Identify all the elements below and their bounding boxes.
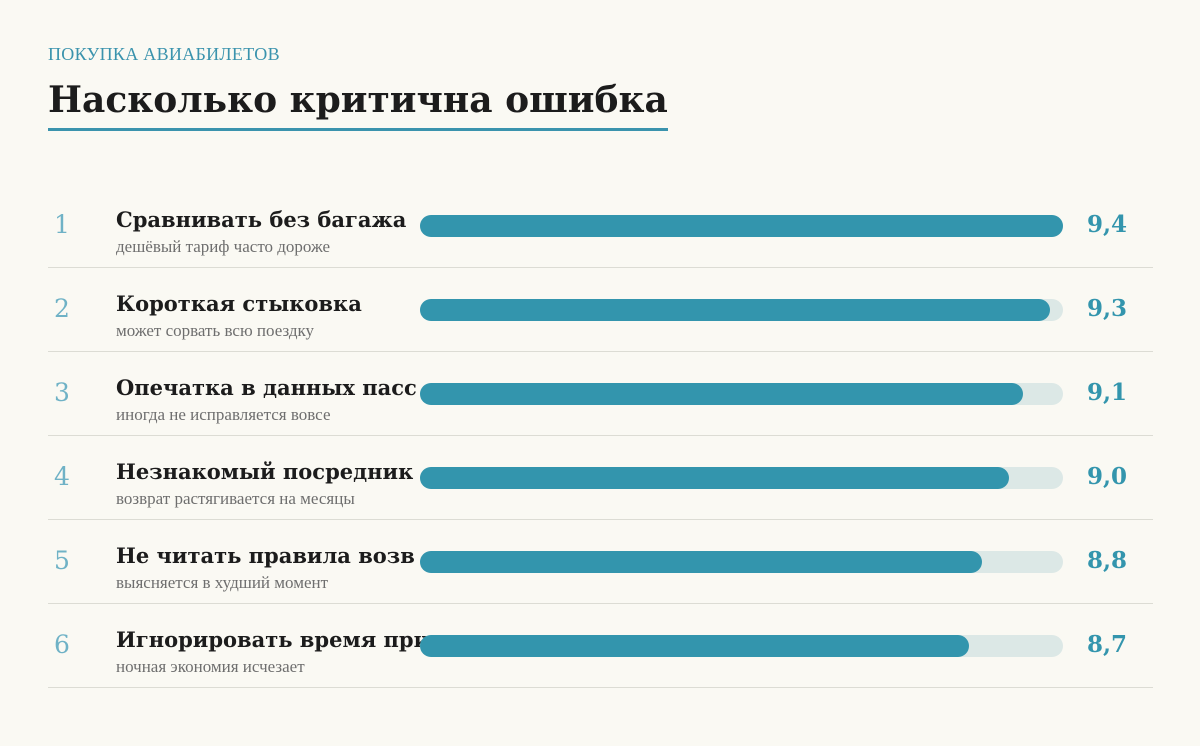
row-label: Не читать правила возв bbox=[116, 543, 415, 568]
rank-number: 6 bbox=[54, 630, 70, 659]
page-title: Насколько критична ошибка bbox=[48, 76, 668, 131]
row-label: Игнорировать время при bbox=[116, 627, 430, 652]
ranking-chart: 1 Сравнивать без багажа дешёвый тариф част… bbox=[48, 184, 1153, 688]
rank-number: 1 bbox=[54, 210, 70, 239]
bar-track bbox=[420, 635, 1063, 657]
bar-fill bbox=[420, 215, 1063, 237]
bar-track bbox=[420, 551, 1063, 573]
bar-track bbox=[420, 467, 1063, 489]
bar-track bbox=[420, 299, 1063, 321]
bar-fill bbox=[420, 635, 969, 657]
chart-row: 6 Игнорировать время при ночная экономия и… bbox=[48, 604, 1153, 688]
data-label: 8,8 bbox=[1087, 547, 1128, 574]
chart-row: 5 Не читать правила возв выясняется в худш… bbox=[48, 520, 1153, 604]
row-sublabel: ночная экономия исчезает bbox=[116, 657, 305, 676]
chart-row: 3 Опечатка в данных пасс иногда не исправл… bbox=[48, 352, 1153, 436]
data-label: 9,1 bbox=[1087, 379, 1128, 406]
bar-fill bbox=[420, 383, 1023, 405]
rank-number: 3 bbox=[54, 378, 70, 407]
row-label: Незнакомый посредник bbox=[116, 459, 414, 484]
chart-row: 4 Незнакомый посредник возврат растягивает… bbox=[48, 436, 1153, 520]
rank-number: 2 bbox=[54, 294, 70, 323]
rank-number: 5 bbox=[54, 546, 70, 575]
bar-fill bbox=[420, 467, 1009, 489]
bar-fill bbox=[420, 299, 1050, 321]
data-label: 9,3 bbox=[1087, 295, 1128, 322]
row-sublabel: возврат растягивается на месяцы bbox=[116, 489, 355, 508]
bar-fill bbox=[420, 551, 982, 573]
bar-track bbox=[420, 215, 1063, 237]
row-sublabel: может сорвать всю поездку bbox=[116, 321, 315, 340]
row-label: Опечатка в данных пасс bbox=[116, 375, 417, 400]
kicker: ПОКУПКА АВИАБИЛЕТОВ bbox=[48, 44, 280, 64]
chart-row: 2 Короткая стыковка может сорвать всю поез… bbox=[48, 268, 1153, 352]
data-label: 9,4 bbox=[1087, 211, 1128, 238]
row-label: Короткая стыковка bbox=[116, 291, 362, 316]
row-sublabel: выясняется в худший момент bbox=[116, 573, 329, 592]
row-sublabel: дешёвый тариф часто дороже bbox=[116, 237, 331, 256]
rank-number: 4 bbox=[54, 462, 70, 491]
row-label: Сравнивать без багажа bbox=[116, 207, 407, 232]
bar-track bbox=[420, 383, 1063, 405]
chart-row: 1 Сравнивать без багажа дешёвый тариф част… bbox=[48, 184, 1153, 268]
row-sublabel: иногда не исправляется вовсе bbox=[116, 405, 331, 424]
data-label: 8,7 bbox=[1087, 631, 1128, 658]
data-label: 9,0 bbox=[1087, 463, 1128, 490]
